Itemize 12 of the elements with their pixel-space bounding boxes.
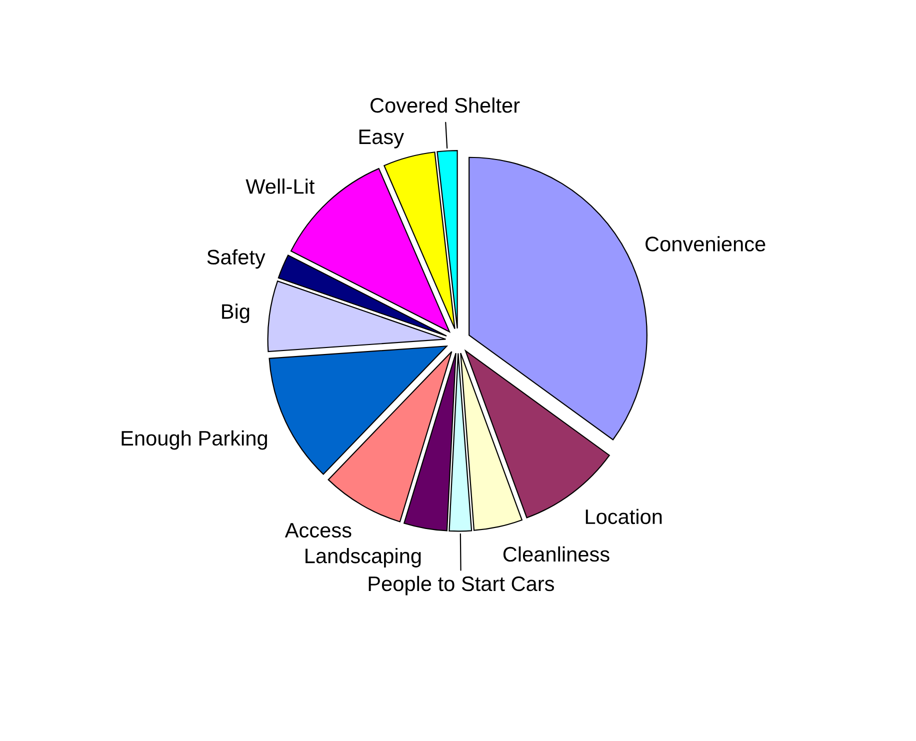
slice-label: Cleanliness [503, 546, 610, 562]
slice-label: Covered Shelter [370, 97, 520, 113]
slice-label: Convenience [646, 236, 766, 252]
slice-label: Easy [359, 130, 404, 148]
slice-label: People to Start Cars [368, 576, 554, 596]
slice-label: Access [284, 523, 352, 538]
slice-label: Big [222, 304, 250, 324]
slice-label: Safety [207, 249, 266, 269]
slice-label: Well-Lit [246, 178, 315, 194]
slice-label: Enough Parking [122, 430, 267, 450]
slice-label: Landscaping [306, 548, 421, 568]
slice-label: Location [586, 508, 662, 524]
